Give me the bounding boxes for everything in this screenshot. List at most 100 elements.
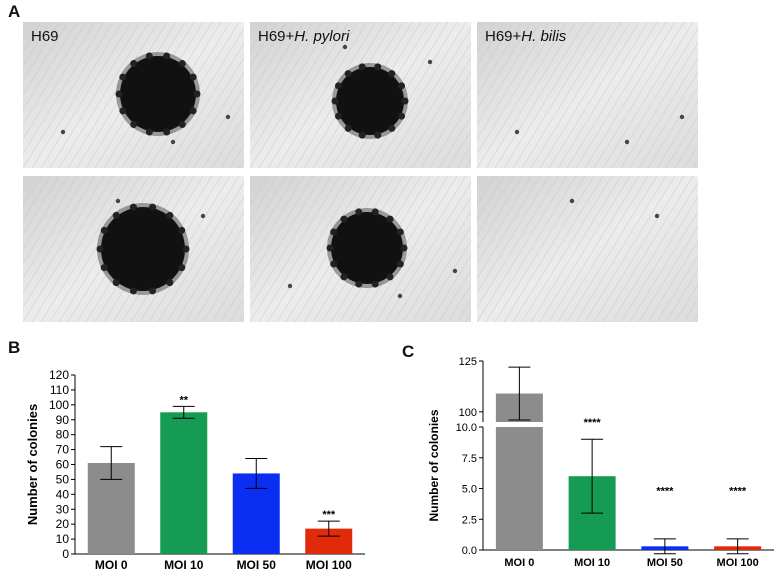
y-tick-label: 70	[56, 443, 70, 457]
x-tick-label: MOI 10	[574, 557, 610, 569]
colony-edge	[115, 90, 123, 98]
label-plain: H69+	[485, 28, 522, 45]
texture-line	[157, 181, 244, 322]
texture-line	[512, 22, 604, 168]
texture-line	[557, 22, 649, 168]
micrograph-image	[23, 22, 244, 168]
y-tick-label: 60	[56, 458, 70, 472]
texture-line	[494, 22, 586, 168]
texture-line	[477, 176, 550, 294]
panel-c-letter: C	[402, 342, 415, 361]
texture-line	[267, 176, 359, 322]
chart-c: 0.0 2.5 5.0 7.5 10.0 100 125 Number of colonies…	[427, 356, 774, 569]
texture-line	[584, 176, 676, 322]
colony-edge	[400, 244, 408, 252]
texture-line	[250, 176, 305, 265]
colony-edge	[398, 112, 406, 120]
x-tick-label: MOI 100	[717, 557, 759, 569]
debris-speck	[60, 129, 66, 135]
y-tick-label: 7.5	[462, 453, 477, 465]
colony-edge	[119, 107, 127, 115]
texture-line	[530, 22, 622, 168]
texture-line	[638, 71, 698, 168]
texture-line	[67, 22, 159, 168]
texture-line	[276, 176, 368, 322]
texture-line	[211, 269, 244, 322]
texture-line	[477, 22, 541, 125]
debris-speck	[624, 139, 630, 145]
texture-line	[23, 22, 42, 52]
colony-edge	[334, 82, 342, 90]
y-tick-label: 0	[62, 547, 69, 561]
texture-line	[485, 22, 577, 168]
debris-speck	[225, 114, 231, 120]
y-tick-label: 20	[56, 517, 70, 531]
texture-line	[250, 176, 341, 322]
colony-edge	[130, 120, 138, 128]
colony	[336, 67, 404, 135]
texture-line	[384, 27, 471, 168]
colony-edge	[358, 63, 366, 71]
texture-line	[250, 176, 314, 279]
y-tick-label: 50	[56, 472, 70, 486]
colony-edge	[371, 208, 379, 216]
texture-line	[258, 176, 350, 322]
colony-edge	[163, 128, 171, 136]
texture-line	[23, 22, 69, 96]
colony-edge	[166, 211, 174, 219]
texture-line	[375, 176, 467, 322]
colony-edge	[388, 124, 396, 132]
colony-edge	[355, 280, 363, 288]
texture-line	[477, 176, 532, 265]
texture-line	[31, 22, 123, 168]
texture-line	[220, 284, 244, 322]
texture-line	[485, 176, 577, 322]
texture-line	[402, 57, 471, 168]
micrograph-image	[477, 22, 698, 168]
texture-line	[23, 22, 87, 125]
texture-line	[447, 130, 471, 168]
texture-line	[250, 22, 296, 96]
colony-edge	[129, 203, 137, 211]
texture-line	[250, 22, 287, 81]
y-axis-label: Number of colonies	[25, 404, 40, 525]
colony-edge	[340, 215, 348, 223]
texture-line	[250, 22, 314, 125]
texture-line	[250, 22, 341, 168]
texture-line	[420, 240, 471, 322]
debris-speck	[200, 213, 206, 219]
y-tick-label: 100	[459, 407, 477, 419]
texture-line	[411, 71, 471, 168]
texture-line	[447, 284, 471, 322]
colony-edge	[386, 273, 394, 281]
colony-edge	[340, 273, 348, 281]
micrograph-r1-c1: H69	[23, 22, 244, 168]
texture-line	[250, 22, 332, 154]
panel-b-letter: B	[8, 338, 21, 357]
texture-line	[23, 22, 51, 67]
texture-line	[258, 22, 350, 168]
colony-edge	[398, 82, 406, 90]
colony-edge	[374, 131, 382, 139]
micrograph-image	[23, 176, 244, 322]
texture-line	[674, 284, 698, 322]
label-plain: H69	[31, 28, 59, 45]
colony-edge	[119, 73, 127, 81]
colony-edge	[149, 203, 157, 211]
micrograph-column-label: H69+H. bilis	[485, 28, 566, 45]
colony-edge	[166, 279, 174, 287]
colony-edge	[330, 228, 338, 236]
texture-line	[411, 225, 471, 322]
texture-line	[521, 22, 613, 168]
texture-line	[23, 22, 96, 140]
texture-line	[477, 22, 550, 140]
texture-line	[23, 176, 96, 294]
texture-line	[23, 176, 69, 250]
colony-edge	[96, 245, 104, 253]
texture-line	[402, 211, 471, 322]
colony-edge	[330, 260, 338, 268]
texture-line	[40, 22, 132, 168]
texture-line	[175, 57, 244, 168]
colony	[120, 56, 196, 132]
